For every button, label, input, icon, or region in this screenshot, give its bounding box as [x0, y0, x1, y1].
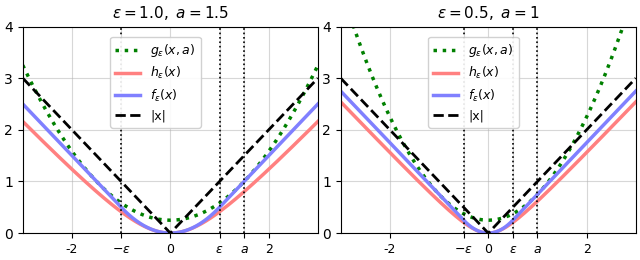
$h_{\varepsilon}(x)$ — [222, 205, 230, 209]
|x| — [255, 139, 262, 142]
Line: $g_{\varepsilon}(x, a)$: $g_{\varepsilon}(x, a)$ — [23, 65, 318, 220]
|x| — [222, 173, 230, 177]
$f_{\varepsilon}(x)$ — [314, 102, 322, 106]
$g_{\varepsilon}(x, a)$ — [567, 145, 575, 148]
Line: $h_{\varepsilon}(x)$: $h_{\varepsilon}(x)$ — [340, 102, 636, 233]
$f_{\varepsilon}(x)$ — [149, 228, 157, 231]
$f_{\varepsilon}(x)$ — [367, 121, 374, 124]
$f_{\varepsilon}(x)$ — [456, 215, 464, 218]
|x| — [573, 139, 580, 142]
$f_{\varepsilon}(x)$ — [138, 223, 146, 226]
$g_{\varepsilon}(x, a)$ — [314, 64, 322, 67]
$f_{\varepsilon}(x)$ — [250, 170, 257, 173]
$f_{\varepsilon}(x)$ — [484, 232, 492, 235]
Line: $f_{\varepsilon}(x)$: $f_{\varepsilon}(x)$ — [340, 91, 636, 233]
$g_{\varepsilon}(x, a)$ — [540, 186, 547, 189]
$g_{\varepsilon}(x, a)$ — [250, 170, 257, 173]
$h_{\varepsilon}(x)$ — [138, 224, 146, 227]
$g_{\varepsilon}(x, a)$ — [49, 120, 57, 124]
$g_{\varepsilon}(x, a)$ — [367, 72, 374, 75]
$f_{\varepsilon}(x)$ — [19, 102, 27, 106]
|x| — [250, 145, 257, 148]
Title: $\varepsilon = 1.0,\ a = 1.5$: $\varepsilon = 1.0,\ a = 1.5$ — [112, 4, 229, 22]
|x| — [540, 173, 547, 177]
$g_{\varepsilon}(x, a)$ — [456, 210, 464, 213]
Line: |x|: |x| — [340, 78, 636, 233]
$h_{\varepsilon}(x)$ — [250, 182, 257, 185]
|x| — [467, 213, 474, 216]
Legend: $g_{\varepsilon}(x, a)$, $h_{\varepsilon}(x)$, $f_{\varepsilon}(x)$, |x|: $g_{\varepsilon}(x, a)$, $h_{\varepsilon… — [428, 37, 518, 128]
$h_{\varepsilon}(x)$ — [149, 228, 157, 231]
$g_{\varepsilon}(x, a)$ — [255, 163, 262, 166]
$h_{\varepsilon}(x)$ — [632, 100, 639, 103]
|x| — [149, 213, 157, 216]
$h_{\varepsilon}(x)$ — [567, 167, 575, 170]
$f_{\varepsilon}(x)$ — [222, 199, 230, 202]
$h_{\varepsilon}(x)$ — [19, 120, 27, 123]
Legend: $g_{\varepsilon}(x, a)$, $h_{\varepsilon}(x)$, $f_{\varepsilon}(x)$, |x|: $g_{\varepsilon}(x, a)$, $h_{\varepsilon… — [111, 37, 201, 128]
|x| — [314, 77, 322, 80]
$f_{\varepsilon}(x)$ — [567, 158, 575, 161]
|x| — [567, 145, 575, 148]
$f_{\varepsilon}(x)$ — [632, 89, 639, 93]
$h_{\varepsilon}(x)$ — [540, 194, 547, 197]
$h_{\varepsilon}(x)$ — [467, 226, 474, 229]
$f_{\varepsilon}(x)$ — [337, 89, 344, 93]
|x| — [632, 77, 639, 80]
Line: $f_{\varepsilon}(x)$: $f_{\varepsilon}(x)$ — [23, 104, 318, 233]
$f_{\varepsilon}(x)$ — [166, 232, 174, 235]
$h_{\varepsilon}(x)$ — [166, 232, 174, 235]
Title: $\varepsilon = 0.5,\ a = 1$: $\varepsilon = 0.5,\ a = 1$ — [437, 4, 540, 22]
Line: $g_{\varepsilon}(x, a)$: $g_{\varepsilon}(x, a)$ — [340, 0, 636, 220]
$g_{\varepsilon}(x, a)$ — [573, 136, 580, 139]
$g_{\varepsilon}(x, a)$ — [166, 219, 174, 222]
$g_{\varepsilon}(x, a)$ — [222, 197, 230, 200]
$f_{\varepsilon}(x)$ — [573, 152, 580, 155]
|x| — [367, 108, 374, 111]
|x| — [138, 202, 146, 205]
|x| — [166, 231, 174, 235]
$h_{\varepsilon}(x)$ — [337, 100, 344, 103]
$g_{\varepsilon}(x, a)$ — [138, 213, 146, 216]
|x| — [337, 77, 344, 80]
$f_{\varepsilon}(x)$ — [49, 134, 57, 137]
$g_{\varepsilon}(x, a)$ — [149, 216, 157, 219]
Line: |x|: |x| — [23, 78, 318, 233]
$h_{\varepsilon}(x)$ — [484, 232, 492, 235]
$g_{\varepsilon}(x, a)$ — [467, 215, 474, 218]
$g_{\varepsilon}(x, a)$ — [484, 219, 492, 222]
$g_{\varepsilon}(x, a)$ — [19, 64, 27, 67]
$h_{\varepsilon}(x)$ — [49, 150, 57, 153]
|x| — [19, 77, 27, 80]
$h_{\varepsilon}(x)$ — [367, 131, 374, 134]
$h_{\varepsilon}(x)$ — [314, 120, 322, 123]
|x| — [49, 108, 57, 111]
$h_{\varepsilon}(x)$ — [255, 177, 262, 180]
|x| — [484, 231, 492, 235]
$h_{\varepsilon}(x)$ — [456, 218, 464, 221]
$f_{\varepsilon}(x)$ — [540, 186, 547, 190]
$h_{\varepsilon}(x)$ — [573, 161, 580, 164]
$f_{\varepsilon}(x)$ — [467, 225, 474, 228]
Line: $h_{\varepsilon}(x)$: $h_{\varepsilon}(x)$ — [23, 121, 318, 233]
$f_{\varepsilon}(x)$ — [255, 165, 262, 168]
|x| — [456, 202, 464, 205]
